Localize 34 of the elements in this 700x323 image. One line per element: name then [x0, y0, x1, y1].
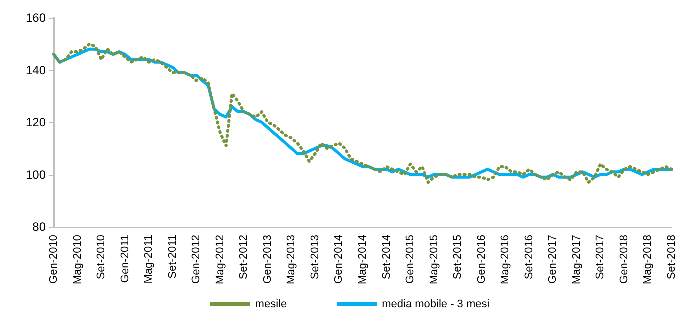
- x-tick-label: Mag-2015: [428, 235, 440, 285]
- x-tick-label: Gen-2012: [190, 235, 203, 284]
- x-tick-label: Mag-2018: [642, 235, 654, 285]
- x-tick-label: Gen-2018: [618, 235, 630, 284]
- x-tick-label: Mag-2011: [143, 235, 156, 284]
- x-tick-label: Set-2013: [309, 235, 322, 280]
- x-tick-label: Gen-2010: [48, 235, 60, 284]
- y-tick-label: 120: [26, 116, 46, 130]
- x-tick-label: Gen-2016: [476, 235, 488, 284]
- x-tick-label: Gen-2013: [262, 235, 274, 284]
- y-tick-label: 140: [26, 63, 46, 78]
- x-tick-label: Mag-2010: [72, 235, 84, 285]
- x-tick-label: Set-2010: [96, 235, 108, 280]
- x-tick-label: Mag-2012: [214, 235, 226, 285]
- x-tick-label: Set-2012: [238, 235, 250, 280]
- x-tick-label: Set-2011: [166, 235, 179, 279]
- x-tick-label: Gen-2011: [119, 235, 132, 284]
- x-tick-label: Set-2016: [523, 235, 536, 280]
- y-tick-label: 80: [32, 220, 46, 234]
- x-tick-label: Gen-2014: [333, 235, 346, 284]
- x-tick-label: Set-2015: [452, 235, 464, 280]
- x-tick-label: Mag-2014: [357, 235, 369, 285]
- x-tick-label: Set-2018: [666, 235, 678, 280]
- legend-label: mesile: [255, 298, 288, 310]
- x-tick-label: Mag-2017: [570, 235, 583, 285]
- legend-label: media mobile - 3 mesi: [382, 298, 490, 310]
- x-tick-label: Gen-2017: [547, 235, 560, 284]
- x-tick-label: Gen-2015: [404, 235, 417, 284]
- y-tick-label: 100: [26, 168, 46, 182]
- x-tick-label: Set-2017: [594, 235, 607, 280]
- x-tick-label: Set-2014: [380, 235, 393, 280]
- x-tick-label: Mag-2016: [500, 235, 512, 285]
- x-tick-label: Mag-2013: [286, 235, 298, 285]
- y-tick-label: 160: [26, 11, 46, 25]
